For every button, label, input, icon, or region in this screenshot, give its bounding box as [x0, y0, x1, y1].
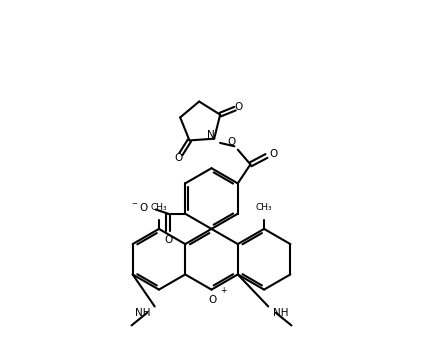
Text: O: O	[270, 149, 278, 159]
Text: O: O	[175, 152, 183, 163]
Text: NH: NH	[272, 308, 288, 318]
Text: O: O	[235, 102, 243, 112]
Text: O: O	[208, 295, 217, 305]
Text: O: O	[164, 235, 173, 245]
Text: CH₃: CH₃	[151, 203, 167, 212]
Text: NH: NH	[135, 308, 151, 318]
Text: N: N	[207, 130, 215, 139]
Text: O: O	[227, 137, 235, 147]
Text: $\mathregular{^-}$O: $\mathregular{^-}$O	[129, 201, 148, 213]
Text: +: +	[220, 286, 226, 295]
Text: CH₃: CH₃	[256, 203, 272, 212]
